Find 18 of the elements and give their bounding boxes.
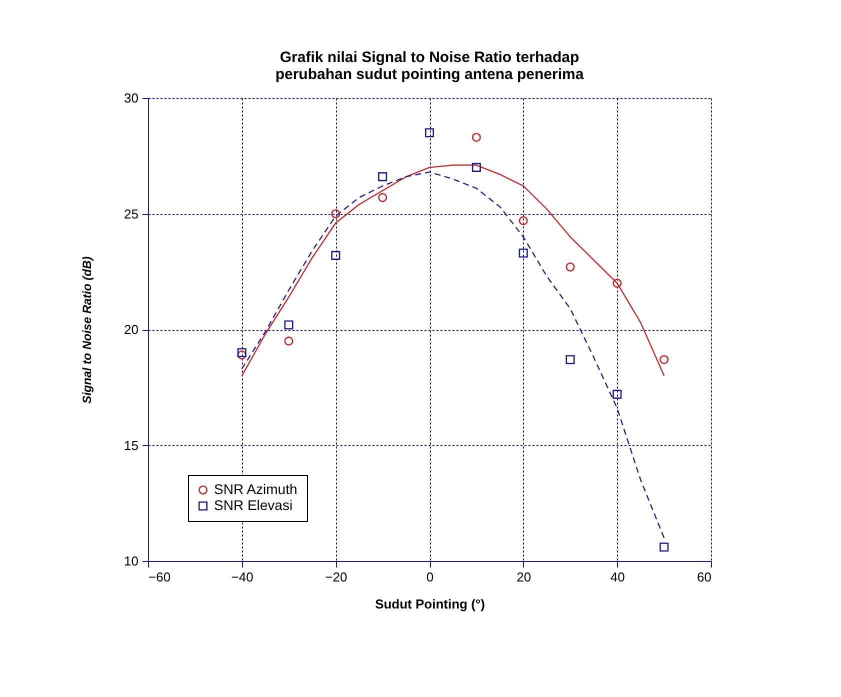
x-tick-label: −20 [325,570,348,584]
chart-title: Grafik nilai Signal to Noise Ratio terhadap perubahan sudut pointing antena penerima [275,49,584,83]
y-axis-title: Signal to Noise Ratio (dB) [80,256,94,404]
legend-label: SNR Elevasi [214,497,293,513]
y-tick-label: 25 [124,206,138,222]
y-tick-label: 15 [124,438,138,453]
x-tick-label: −60 [148,570,171,584]
line-series [241,171,665,538]
x-tick-label: 60 [697,570,712,584]
x-tick-label: 40 [610,570,625,584]
legend-label: SNR Azimuth [214,481,298,497]
x-tick-label: −40 [231,570,254,584]
x-tick-label: 20 [516,570,532,584]
y-tick-label: 30 [124,90,138,106]
y-tick-label: 20 [124,322,138,337]
y-tick-label: 10 [124,554,138,568]
x-tick-label: 0 [426,570,434,584]
x-axis-title: Sudut Pointing (°) [375,596,485,612]
